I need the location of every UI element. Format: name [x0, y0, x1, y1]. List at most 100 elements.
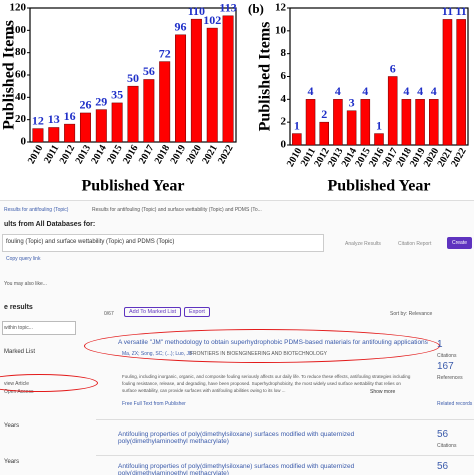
- x-tick-label: 2019: [169, 143, 189, 166]
- button[interactable]: Citation Report: [398, 241, 432, 247]
- bar: [387, 76, 398, 146]
- bar: [175, 34, 187, 143]
- bar: [401, 99, 412, 146]
- bar: [32, 128, 44, 143]
- sort[interactable]: Sort by: Relevance: [390, 311, 433, 317]
- data-label: 12: [32, 113, 44, 127]
- authors[interactable]: Ma, ZX; Song, SC; (...); Luo, JB: [122, 351, 193, 357]
- bar: [415, 99, 425, 146]
- bar: [64, 123, 76, 143]
- bar: [292, 133, 302, 146]
- button[interactable]: Analyze Results: [345, 241, 381, 247]
- search-placeholder: within topic...: [4, 325, 33, 331]
- bar: [374, 133, 384, 146]
- x-tick-label: 2014: [89, 143, 109, 166]
- data-label: 13: [48, 112, 60, 126]
- bar: [206, 27, 218, 143]
- bar: [190, 18, 202, 143]
- y-tick-label: 4: [281, 93, 287, 105]
- x-tick-label: 2017: [137, 143, 157, 166]
- bar: [143, 79, 155, 143]
- related[interactable]: Related records: [437, 401, 473, 407]
- data-label: 2: [321, 107, 327, 121]
- data-label: 11: [455, 4, 466, 18]
- y-tick-label: 2: [281, 116, 287, 128]
- data-label: 4: [431, 84, 437, 98]
- bar: [429, 99, 439, 146]
- bar: [456, 19, 466, 146]
- data-label: 6: [390, 61, 396, 75]
- sidebar-item: Marked List: [4, 349, 36, 355]
- data-label: 110: [188, 4, 205, 18]
- metric-label: Citations: [437, 443, 457, 449]
- data-label: 4: [362, 84, 368, 98]
- button[interactable]: Export: [184, 307, 210, 317]
- bar: [222, 15, 234, 143]
- journal: FRONTIERS IN BIOENGINEERING AND BIOTECHN…: [190, 351, 327, 357]
- data-label: 4: [417, 84, 423, 98]
- bar: [305, 99, 316, 146]
- x-tick-label: 2022: [449, 146, 469, 169]
- search-box: [2, 321, 76, 335]
- suggest: You may also like...: [4, 281, 47, 287]
- result-title[interactable]: Antifouling properties of poly(dimethyls…: [118, 431, 355, 445]
- show-more[interactable]: Show more: [370, 389, 396, 395]
- screenshot: Results for antifouling (Topic) Results …: [0, 200, 474, 475]
- button[interactable]: Add To Marked List: [124, 307, 181, 317]
- bar: [95, 109, 107, 143]
- y-tick-label: 6: [281, 70, 287, 82]
- bar: [442, 19, 453, 146]
- metric-label: Citations: [437, 353, 457, 359]
- data-label: 96: [175, 20, 187, 34]
- metric-value[interactable]: 1: [437, 339, 443, 350]
- x-tick-label: 2013: [74, 143, 94, 166]
- bar: [346, 110, 357, 146]
- y-tick-label: 12: [275, 2, 287, 14]
- y-axis-label: Published Items: [1, 20, 18, 130]
- x-tick-label: 2010: [26, 143, 46, 166]
- y-tick-label: 120: [10, 2, 27, 14]
- data-label: 16: [64, 109, 76, 123]
- button[interactable]: Create: [447, 237, 473, 249]
- bar: [79, 112, 91, 143]
- y-tick-label: 80: [15, 46, 27, 58]
- y-tick-label: 60: [15, 69, 27, 81]
- y-tick-label: 40: [15, 91, 27, 103]
- metric-value[interactable]: 56: [437, 429, 449, 440]
- result-title[interactable]: Antifouling properties of poly(dimethyls…: [118, 463, 355, 475]
- y-tick-label: 10: [275, 24, 287, 36]
- breadcrumb: Results for antifouling (Topic) and surf…: [92, 207, 262, 213]
- sidebar-item[interactable]: Open Access: [4, 389, 34, 395]
- query-link[interactable]: Copy query link: [6, 256, 41, 262]
- data-label: 50: [127, 71, 139, 85]
- query-box: [2, 234, 324, 252]
- heading: ults from All Databases for:: [4, 221, 96, 228]
- data-label: 4: [308, 84, 314, 98]
- x-tick-label: 2018: [153, 143, 173, 166]
- breadcrumb[interactable]: Results for antifouling (Topic): [4, 207, 69, 213]
- highlight: [0, 374, 98, 392]
- highlight: [84, 329, 440, 363]
- full-text[interactable]: Free Full Text from Publisher: [122, 401, 186, 407]
- data-label: 4: [335, 84, 341, 98]
- metric-value[interactable]: 56: [437, 461, 449, 472]
- x-tick-label: 2016: [121, 143, 141, 166]
- metric-label: References: [437, 375, 463, 381]
- y-tick-label: 8: [281, 47, 287, 59]
- y-tick-label: 100: [10, 24, 27, 36]
- data-label: 3: [349, 96, 355, 110]
- bar: [333, 99, 343, 146]
- sidebar-item: Years: [4, 459, 20, 465]
- y-tick-label: 0: [21, 136, 27, 148]
- divider: [96, 455, 474, 456]
- data-label: 4: [403, 84, 409, 98]
- metric-value[interactable]: 167: [437, 361, 454, 372]
- bar: [159, 61, 171, 143]
- data-label: 26: [79, 98, 91, 112]
- bar: [360, 99, 371, 146]
- bar: [127, 85, 139, 143]
- data-label: 102: [203, 13, 221, 27]
- panel-label: (b): [248, 1, 264, 16]
- abstract: Fouling, including inorganic, organic, a…: [122, 374, 411, 393]
